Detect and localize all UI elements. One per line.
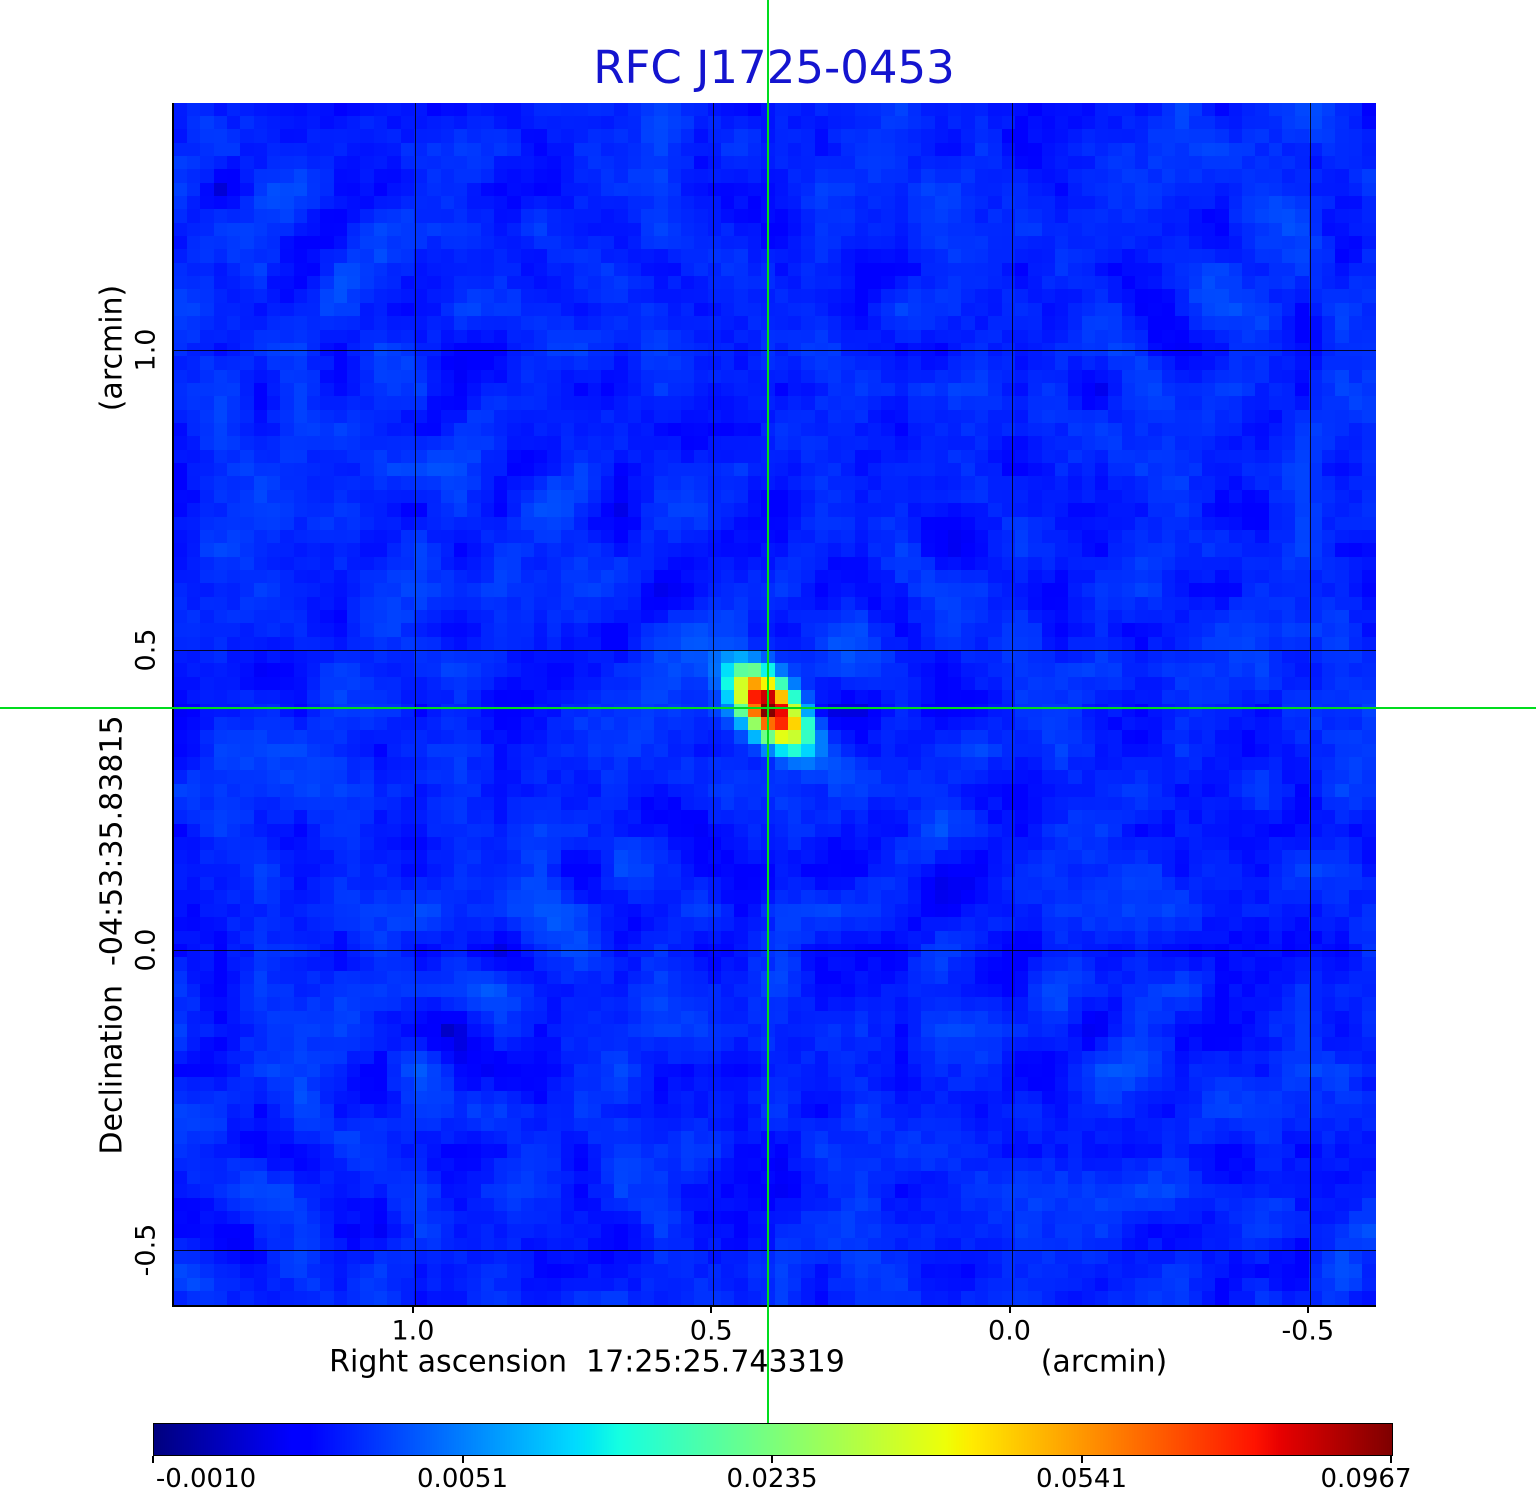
grid-line-horizontal — [174, 650, 1376, 652]
grid-line-horizontal — [174, 350, 1376, 352]
x-tick-label: 1.0 — [391, 1315, 435, 1347]
colorbar-tick-mark — [1390, 1456, 1392, 1463]
x-axis-unit-label: (arcmin) — [1040, 1344, 1168, 1380]
x-axis-label: Right ascension 17:25:25.743319 — [329, 1344, 845, 1380]
colorbar-tick-mark — [152, 1456, 154, 1463]
colorbar-tick-label: -0.0010 — [155, 1464, 257, 1494]
x-tick-label: 0.0 — [988, 1315, 1031, 1347]
y-tick-label: 0.0 — [130, 928, 162, 972]
y-axis-label: Declination -04:53:35.83815 — [94, 715, 130, 1155]
colorbar-tick-label: 0.0541 — [1036, 1464, 1127, 1494]
y-axis-unit-label: (arcmin) — [94, 284, 130, 412]
x-tick-label: 0.5 — [689, 1315, 733, 1347]
intensity-map-canvas — [174, 103, 1376, 1305]
x-tick-mark — [411, 1307, 414, 1313]
colorbar-tick-mark — [771, 1456, 773, 1463]
y-tick-label: -0.5 — [130, 1223, 162, 1277]
colorbar-tick-mark — [461, 1456, 464, 1463]
colorbar-tick-mark — [1080, 1456, 1083, 1463]
x-tick-mark — [1306, 1307, 1309, 1313]
colorbar-tick-label: 0.0051 — [417, 1464, 508, 1494]
grid-line-horizontal — [174, 1249, 1376, 1251]
colorbar-tick-label: 0.0967 — [1320, 1464, 1412, 1494]
y-tick-label: 0.5 — [130, 628, 162, 672]
grid-line-vertical — [1011, 103, 1013, 1305]
colorbar-gradient-canvas — [154, 1424, 1392, 1455]
x-tick-label: -0.5 — [1281, 1315, 1335, 1347]
plot-title: RFC J1725-0453 — [593, 41, 955, 94]
grid-line-vertical — [713, 103, 715, 1305]
y-tick-label: 1.0 — [130, 328, 162, 372]
grid-line-vertical — [414, 103, 416, 1305]
sky-map-plot-area — [172, 103, 1376, 1307]
grid-line-horizontal — [174, 949, 1376, 951]
grid-line-vertical — [1309, 103, 1311, 1305]
x-tick-mark — [710, 1307, 713, 1313]
colorbar-tick-label: 0.0235 — [726, 1464, 818, 1494]
x-tick-mark — [1008, 1307, 1011, 1313]
colorbar — [153, 1423, 1393, 1456]
crosshair-vertical-line — [766, 0, 769, 1423]
